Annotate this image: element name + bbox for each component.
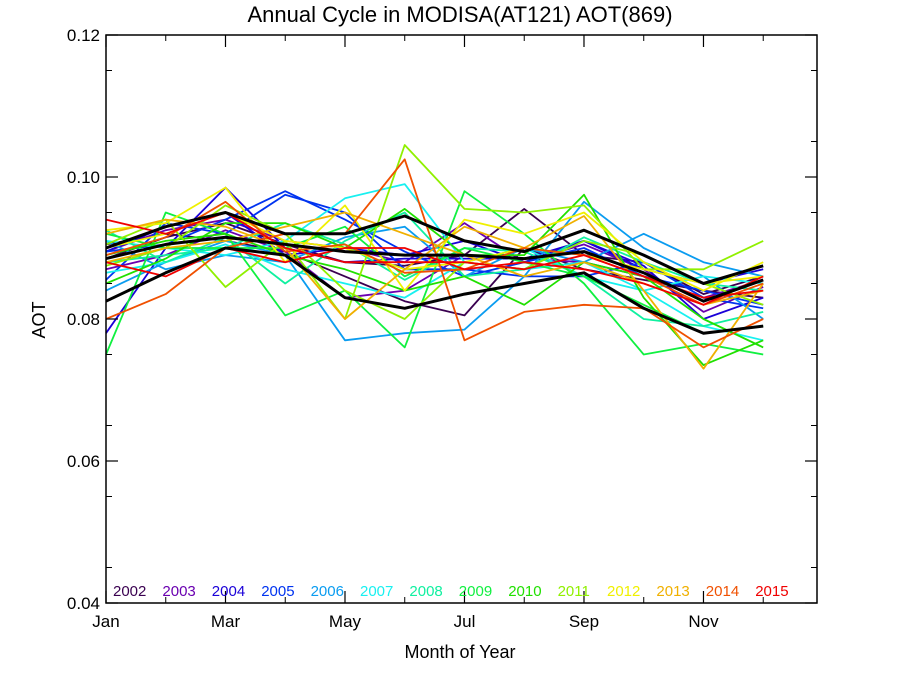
legend-label-2009: 2009 <box>459 583 492 600</box>
legend-label-2013: 2013 <box>656 583 689 600</box>
y-axis-label: AOT <box>29 301 49 338</box>
chart-title: Annual Cycle in MODISA(AT121) AOT(869) <box>247 2 672 27</box>
y-tick-label: 0.04 <box>67 594 100 613</box>
series-line-9 <box>105 200 764 342</box>
x-tick-label: Jul <box>454 612 476 631</box>
series-line-29 <box>105 235 764 303</box>
legend-label-2007: 2007 <box>360 583 393 600</box>
legend-label-2008: 2008 <box>409 583 442 600</box>
series-line-13 <box>105 222 764 328</box>
legend-label-2005: 2005 <box>261 583 294 600</box>
y-tick-label: 0.08 <box>67 310 100 329</box>
series-line-25 <box>105 158 764 349</box>
legend-label-2002: 2002 <box>113 583 146 600</box>
series-layer <box>105 144 764 370</box>
axes-layer: 0.04 0.06 0.08 0.10 0.12 Jan Mar May Jul Sep Nov <box>67 26 818 631</box>
series-line-17 <box>105 193 764 367</box>
y-tick-label: 0.12 <box>67 26 100 45</box>
series-line-26 <box>105 200 764 306</box>
legend-label-2015: 2015 <box>755 583 788 600</box>
series-line-15 <box>105 190 764 356</box>
x-tick-label: Nov <box>688 612 719 631</box>
plot-frame <box>105 34 818 604</box>
series-line-18 <box>105 232 764 349</box>
legend-label-2004: 2004 <box>212 583 245 600</box>
x-tick-label: Jan <box>92 612 119 631</box>
x-tick-label: May <box>329 612 362 631</box>
series-line-12 <box>105 183 764 292</box>
legend-label-2006: 2006 <box>311 583 344 600</box>
legend-label-2011: 2011 <box>558 583 590 600</box>
x-tick-label: Mar <box>211 612 241 631</box>
legend: 2002 2003 2004 2005 2006 2007 2008 2009 2010 2011… <box>113 583 789 600</box>
series-line-19 <box>105 144 764 320</box>
legend-label-2014: 2014 <box>706 583 739 600</box>
series-line-31 <box>105 246 764 335</box>
legend-label-2012: 2012 <box>607 583 640 600</box>
series-line-30 <box>105 211 764 285</box>
x-tick-label: Sep <box>569 612 599 631</box>
legend-label-2003: 2003 <box>162 583 195 600</box>
y-tick-label: 0.10 <box>67 168 100 187</box>
legend-label-2010: 2010 <box>508 583 541 600</box>
y-tick-label: 0.06 <box>67 452 100 471</box>
x-axis-label: Month of Year <box>404 642 515 662</box>
